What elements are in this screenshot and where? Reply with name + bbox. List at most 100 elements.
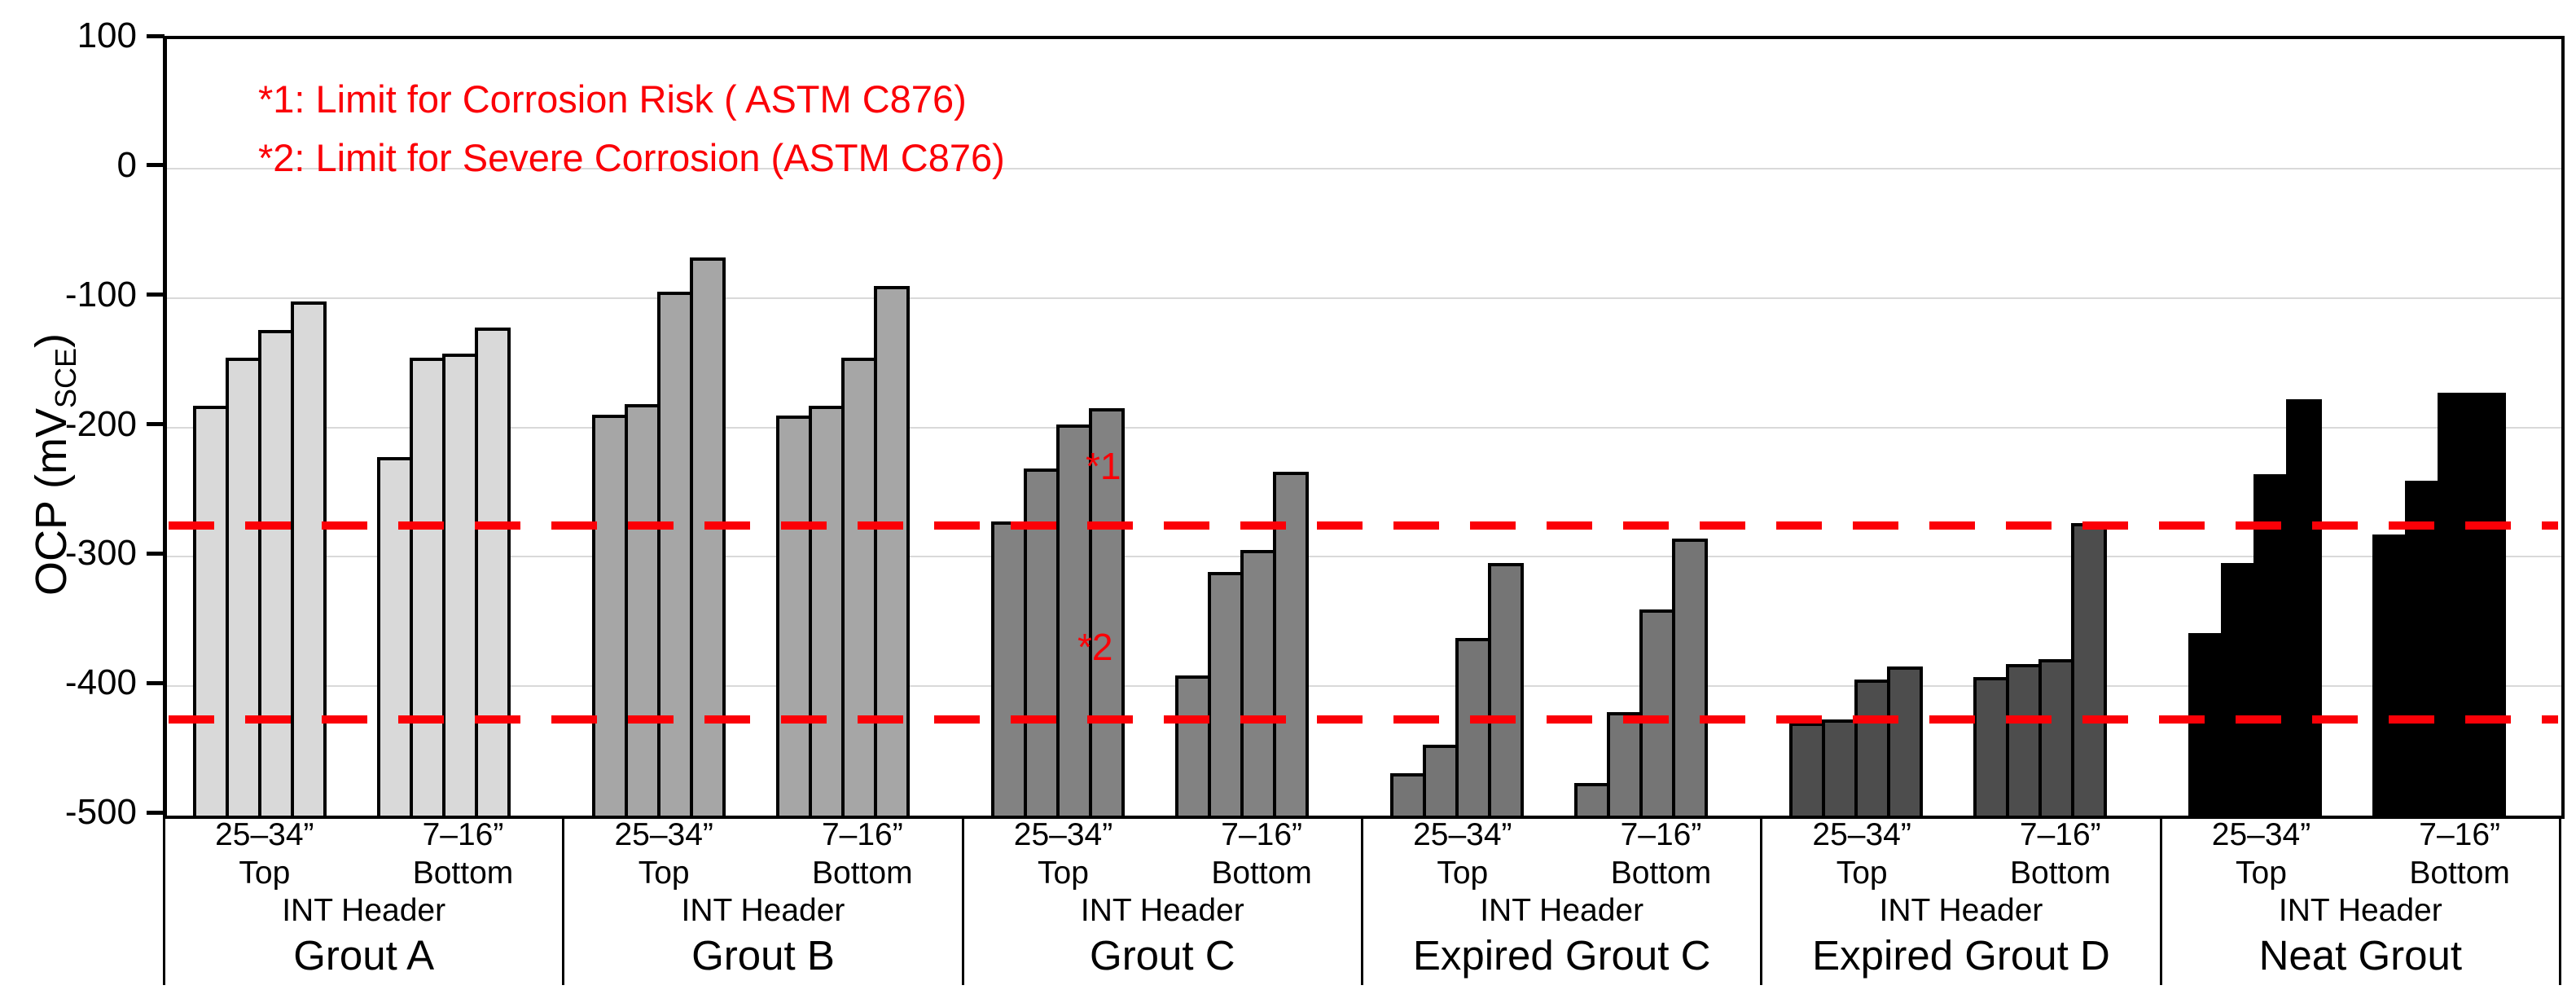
gridline xyxy=(167,426,2561,429)
bar xyxy=(2286,398,2322,816)
position-label-top: Top xyxy=(239,856,291,891)
int-header-label: INT Header xyxy=(1080,893,1244,928)
subgroup-bottom xyxy=(1574,39,1708,816)
bar xyxy=(193,405,229,816)
bar-groups xyxy=(167,39,2561,816)
group-grout-b xyxy=(566,39,965,816)
bar xyxy=(377,457,413,816)
bar xyxy=(2438,392,2473,816)
bar xyxy=(1672,539,1708,816)
gridline xyxy=(167,556,2561,558)
depth-label-bottom: 7–16” xyxy=(1620,817,1702,852)
group-name-label: Grout A xyxy=(293,931,435,979)
subgroup-top xyxy=(1390,39,1524,816)
bar xyxy=(1089,407,1125,816)
subgroup-bottom xyxy=(1175,39,1309,816)
position-label-top: Top xyxy=(1437,856,1489,891)
bar xyxy=(2038,658,2074,816)
bar xyxy=(1822,719,1858,816)
bar xyxy=(2188,633,2224,816)
bar xyxy=(475,328,511,816)
plot-area: *1: Limit for Corrosion Risk ( ASTM C876… xyxy=(163,36,2565,819)
depth-label-top: 25–34” xyxy=(215,817,314,852)
bar xyxy=(809,405,845,816)
y-axis-title-suffix: ) xyxy=(27,332,76,348)
bar xyxy=(776,416,812,816)
y-tick-mark xyxy=(147,680,165,685)
subgroup-top xyxy=(2188,39,2322,816)
bar xyxy=(1455,638,1491,816)
annotation-line-2: *2: Limit for Severe Corrosion (ASTM C87… xyxy=(258,136,1005,179)
bar xyxy=(1390,772,1426,816)
bar xyxy=(291,301,327,816)
group-name-label: Grout B xyxy=(691,931,835,979)
subgroup-bottom xyxy=(377,39,511,816)
position-label-bottom: Bottom xyxy=(2010,856,2111,891)
limit-line-2 xyxy=(169,715,2559,724)
bar xyxy=(258,330,294,816)
group-neat-grout xyxy=(2162,39,2561,816)
depth-label-bottom: 7–16” xyxy=(2019,817,2101,852)
gridline xyxy=(167,297,2561,299)
x-label-group-grout-b: 25–34” 7–16” Top Bottom INT Header Grout B xyxy=(562,816,961,985)
y-tick-mark xyxy=(147,33,165,38)
position-label-bottom: Bottom xyxy=(412,856,514,891)
limit-label-1: *1 xyxy=(1086,445,1121,488)
position-label-top: Top xyxy=(1836,856,1888,891)
y-tick-mark xyxy=(147,551,165,556)
x-label-group-grout-c: 25–34” 7–16” Top Bottom INT Header Grout C xyxy=(961,816,1361,985)
bar xyxy=(1639,609,1675,816)
x-label-group-neat-grout: 25–34” 7–16” Top Bottom INT Header Neat Grout xyxy=(2159,816,2561,985)
depth-label-bottom: 7–16” xyxy=(422,817,504,852)
y-axis-title-subscript: SCE xyxy=(48,347,82,408)
bar xyxy=(226,357,261,816)
y-tick-mark xyxy=(147,810,165,815)
gridline xyxy=(167,685,2561,688)
y-tick-label: -200 xyxy=(64,403,137,444)
position-label-top: Top xyxy=(638,856,690,891)
x-label-group-expired-grout-c: 25–34” 7–16” Top Bottom INT Header Expired Gr… xyxy=(1360,816,1760,985)
group-name-label: Expired Grout D xyxy=(1812,931,2110,979)
bar xyxy=(2221,563,2257,816)
position-label-top: Top xyxy=(2236,856,2287,891)
y-tick-label: 0 xyxy=(116,144,137,185)
group-expired-grout-c xyxy=(1364,39,1763,816)
bar xyxy=(1423,744,1459,816)
y-tick-label: -300 xyxy=(64,533,137,574)
annotation-line-1: *1: Limit for Corrosion Risk ( ASTM C876… xyxy=(258,77,967,121)
x-axis-labels: 25–34” 7–16” Top Bottom INT Header Grout A 25–… xyxy=(163,816,2561,985)
depth-label-top: 25–34” xyxy=(1812,817,1911,852)
int-header-label: INT Header xyxy=(1480,893,1644,928)
position-label-top: Top xyxy=(1038,856,1089,891)
subgroup-top xyxy=(1789,39,1923,816)
subgroup-top xyxy=(193,39,327,816)
y-tick-label: -100 xyxy=(64,274,137,315)
bar xyxy=(991,521,1027,816)
group-grout-c xyxy=(965,39,1364,816)
int-header-label: INT Header xyxy=(282,893,446,928)
x-label-group-expired-grout-d: 25–34” 7–16” Top Bottom INT Header Expired Gr… xyxy=(1760,816,2159,985)
subgroup-bottom xyxy=(776,39,910,816)
limit-line-1 xyxy=(169,521,2559,530)
bar xyxy=(1574,783,1610,816)
y-tick-mark xyxy=(147,163,165,168)
bar xyxy=(2006,664,2042,816)
int-header-label: INT Header xyxy=(681,893,845,928)
group-name-label: Neat Grout xyxy=(2258,931,2463,979)
int-header-label: INT Header xyxy=(1879,893,2043,928)
depth-label-top: 25–34” xyxy=(1013,817,1113,852)
depth-label-bottom: 7–16” xyxy=(821,817,903,852)
depth-label-top: 25–34” xyxy=(2211,817,2311,852)
bar xyxy=(1175,675,1211,816)
subgroup-bottom xyxy=(2372,39,2506,816)
bar xyxy=(1607,711,1643,816)
position-label-bottom: Bottom xyxy=(812,856,913,891)
subgroup-bottom xyxy=(1973,39,2107,816)
gridline xyxy=(167,167,2561,169)
group-grout-a xyxy=(167,39,566,816)
bar xyxy=(690,257,726,816)
subgroup-top xyxy=(991,39,1125,816)
depth-label-bottom: 7–16” xyxy=(2419,817,2500,852)
bar xyxy=(2470,392,2506,816)
position-label-bottom: Bottom xyxy=(2409,856,2510,891)
